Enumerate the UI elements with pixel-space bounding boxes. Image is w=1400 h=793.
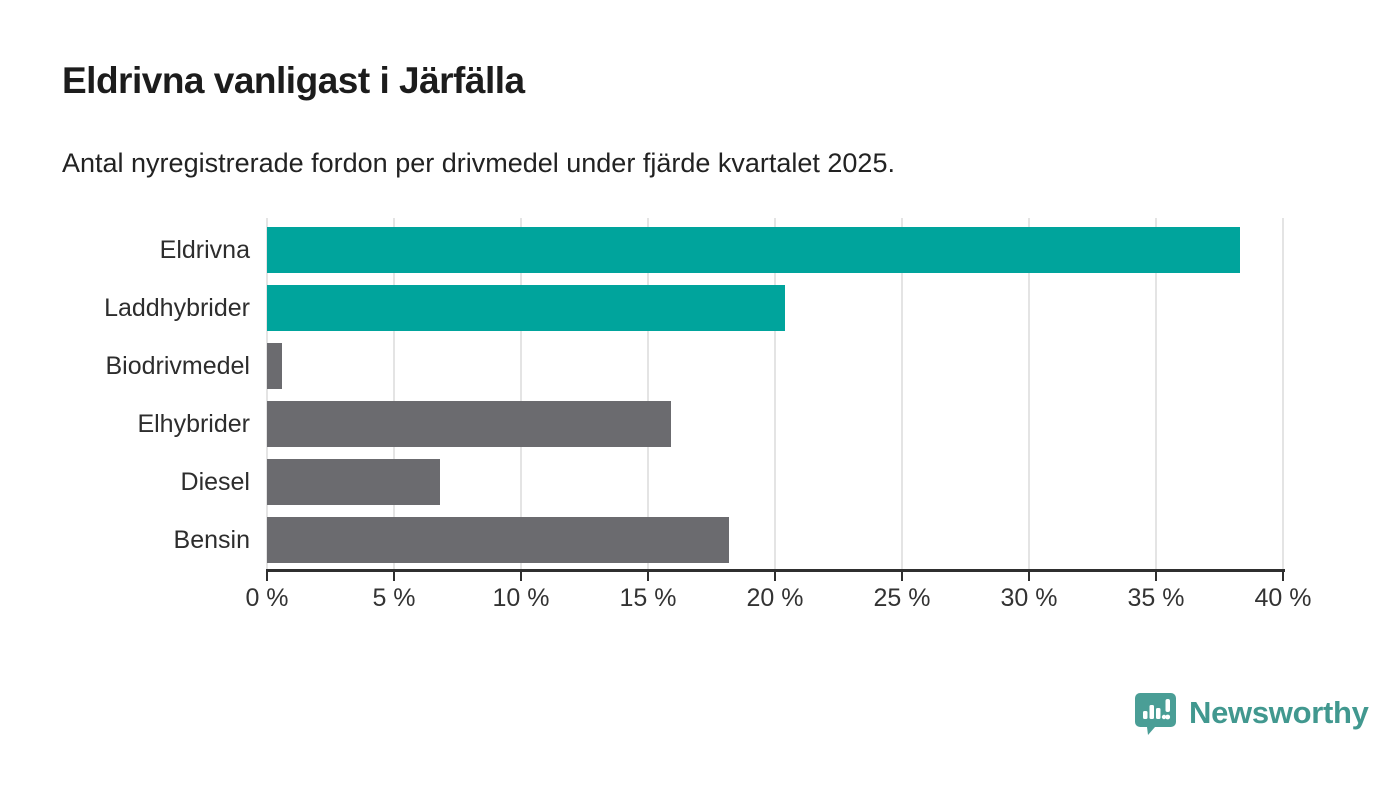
bar-eldrivna xyxy=(267,227,1240,273)
y-axis-labels: Eldrivna Laddhybrider Biodrivmedel Elhybrid… xyxy=(0,218,250,570)
gridline-x-35 xyxy=(1155,218,1157,570)
gridline-x-20 xyxy=(774,218,776,570)
x-tick-mark-5 xyxy=(393,572,395,581)
bar-laddhybrider xyxy=(267,285,786,331)
gridline-x-5 xyxy=(393,218,395,570)
gridline-x-30 xyxy=(1028,218,1030,570)
bar-biodrivmedel xyxy=(267,343,283,389)
x-tick-label-20: 20 % xyxy=(746,584,804,612)
y-label-biodrivmedel: Biodrivmedel xyxy=(105,351,250,380)
x-tick-mark-15 xyxy=(647,572,649,581)
x-tick-label-30: 30 % xyxy=(1000,584,1058,612)
chart-title: Eldrivna vanligast i Järfälla xyxy=(62,60,525,101)
plot-area xyxy=(266,218,1284,570)
x-tick-label-15: 15 % xyxy=(619,584,677,612)
x-tick-label-35: 35 % xyxy=(1127,584,1185,612)
x-tick-mark-35 xyxy=(1155,572,1157,581)
x-tick-mark-30 xyxy=(1028,572,1030,581)
y-label-bensin: Bensin xyxy=(173,525,250,554)
x-tick-mark-10 xyxy=(520,572,522,581)
x-tick-label-25: 25 % xyxy=(873,584,931,612)
x-tick-mark-0 xyxy=(266,572,268,581)
x-axis-line xyxy=(266,569,1285,572)
gridline-x-15 xyxy=(647,218,649,570)
bar-elhybrider xyxy=(267,401,671,447)
x-tick-mark-25 xyxy=(901,572,903,581)
x-tick-label-10: 10 % xyxy=(492,584,550,612)
x-tick-label-5: 5 % xyxy=(372,584,416,612)
y-label-diesel: Diesel xyxy=(180,467,250,496)
logo-wordmark: Newsworthy xyxy=(1189,694,1369,730)
newsworthy-logo: Newsworthy xyxy=(1132,689,1369,736)
y-label-elhybrider: Elhybrider xyxy=(137,409,250,438)
y-label-laddhybrider: Laddhybrider xyxy=(104,293,250,322)
x-tick-mark-40 xyxy=(1282,572,1284,581)
bar-bensin xyxy=(267,517,730,563)
gridline-x-10 xyxy=(520,218,522,570)
gridline-x-25 xyxy=(901,218,903,570)
chart-subtitle: Antal nyregistrerade fordon per drivmede… xyxy=(62,148,895,178)
bar-chart-pin-icon xyxy=(1132,689,1179,736)
gridline-x-40 xyxy=(1282,218,1284,570)
y-label-eldrivna: Eldrivna xyxy=(159,235,250,264)
x-tick-label-40: 40 % xyxy=(1254,584,1312,612)
x-tick-mark-20 xyxy=(774,572,776,581)
gridline-x-0 xyxy=(266,218,268,570)
bar-diesel xyxy=(267,459,440,505)
x-tick-label-0: 0 % xyxy=(245,584,289,612)
